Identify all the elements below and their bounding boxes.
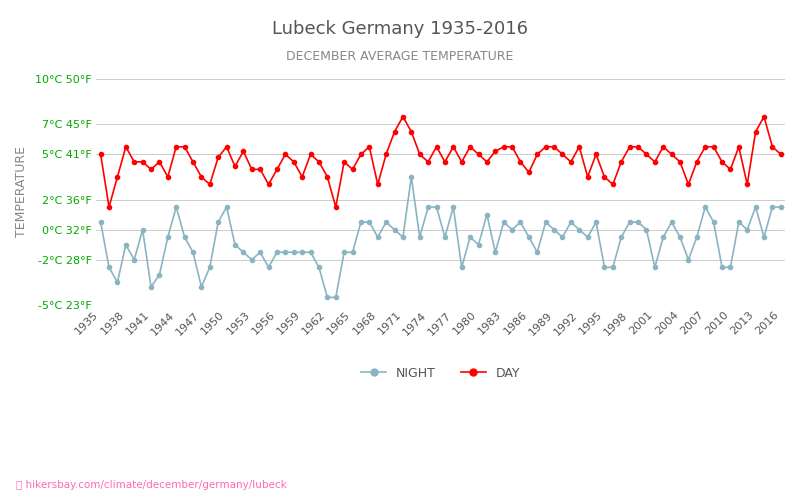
Y-axis label: TEMPERATURE: TEMPERATURE <box>15 146 28 238</box>
Text: DECEMBER AVERAGE TEMPERATURE: DECEMBER AVERAGE TEMPERATURE <box>286 50 514 63</box>
Text: ⌖ hikersbay.com/climate/december/germany/lubeck: ⌖ hikersbay.com/climate/december/germany… <box>16 480 286 490</box>
Legend: NIGHT, DAY: NIGHT, DAY <box>356 362 526 384</box>
Text: Lubeck Germany 1935-2016: Lubeck Germany 1935-2016 <box>272 20 528 38</box>
